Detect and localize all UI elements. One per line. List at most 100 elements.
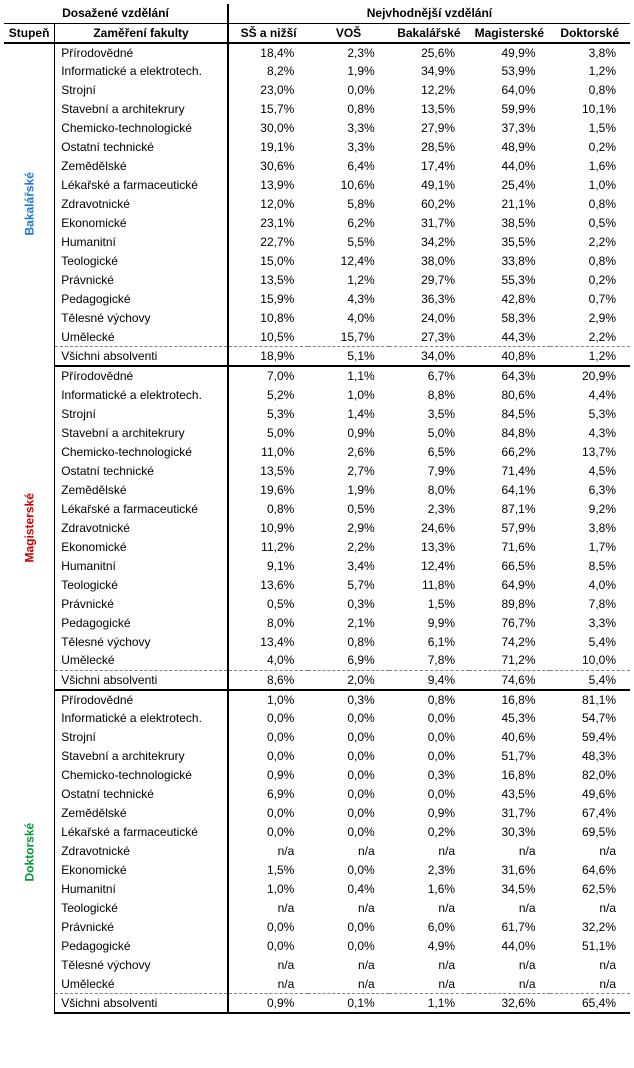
table-row: Umělecké10,5%15,7%27,3%44,3%2,2% xyxy=(4,328,630,347)
value-cell: 0,0% xyxy=(228,937,308,956)
value-cell: n/a xyxy=(228,956,308,975)
value-cell: 2,3% xyxy=(389,499,469,518)
value-cell: 57,9% xyxy=(469,518,549,537)
value-cell: 0,9% xyxy=(228,766,308,785)
value-cell: 4,3% xyxy=(550,423,630,442)
value-cell: 61,7% xyxy=(469,918,549,937)
value-cell: 0,0% xyxy=(389,728,469,747)
header-dosazene: Dosažené vzdělání xyxy=(4,4,228,23)
value-cell: 0,0% xyxy=(228,823,308,842)
table-row: Zdravotnickén/an/an/an/an/a xyxy=(4,842,630,861)
value-cell: 31,7% xyxy=(469,804,549,823)
summary-value: 0,9% xyxy=(228,994,308,1014)
value-cell: 2,3% xyxy=(389,861,469,880)
value-cell: 0,0% xyxy=(308,728,388,747)
value-cell: 6,9% xyxy=(228,785,308,804)
value-cell: 8,2% xyxy=(228,62,308,81)
value-cell: 13,3% xyxy=(389,537,469,556)
value-cell: n/a xyxy=(389,842,469,861)
summary-value: 1,1% xyxy=(389,994,469,1014)
value-cell: 1,4% xyxy=(308,404,388,423)
header-stupen: Stupeň xyxy=(4,23,55,43)
value-cell: 10,5% xyxy=(228,328,308,347)
faculty-name: Teologické xyxy=(55,575,228,594)
value-cell: 71,2% xyxy=(469,651,549,670)
value-cell: 27,9% xyxy=(389,119,469,138)
value-cell: 6,1% xyxy=(389,632,469,651)
faculty-name: Humanitní xyxy=(55,233,228,252)
value-cell: 55,3% xyxy=(469,271,549,290)
value-cell: 1,0% xyxy=(308,385,388,404)
section-label: Doktorské xyxy=(4,690,55,1014)
faculty-name: Informatické a elektrotech. xyxy=(55,62,228,81)
value-cell: n/a xyxy=(389,899,469,918)
value-cell: 2,9% xyxy=(308,518,388,537)
value-cell: 2,2% xyxy=(308,537,388,556)
education-table: Dosažené vzdělání Nejvhodnější vzdělání … xyxy=(4,4,630,1014)
value-cell: 8,0% xyxy=(389,480,469,499)
value-cell: 34,2% xyxy=(389,233,469,252)
value-cell: 67,4% xyxy=(550,804,630,823)
value-cell: 44,0% xyxy=(469,937,549,956)
value-cell: 64,3% xyxy=(469,366,549,385)
value-cell: 2,1% xyxy=(308,613,388,632)
value-cell: 16,8% xyxy=(469,690,549,709)
value-cell: 84,8% xyxy=(469,423,549,442)
value-cell: 29,7% xyxy=(389,271,469,290)
summary-value: 9,4% xyxy=(389,670,469,690)
header-col-0: SŠ a nižší xyxy=(228,23,308,43)
section-label: Bakalářské xyxy=(4,43,55,367)
summary-label: Všichni absolventi xyxy=(55,994,228,1014)
summary-value: 5,4% xyxy=(550,670,630,690)
value-cell: 0,0% xyxy=(389,747,469,766)
table-row: Lékařské a farmaceutické13,9%10,6%49,1%2… xyxy=(4,176,630,195)
value-cell: n/a xyxy=(228,899,308,918)
value-cell: 0,2% xyxy=(550,138,630,157)
value-cell: 0,8% xyxy=(389,690,469,709)
summary-value: 65,4% xyxy=(550,994,630,1014)
value-cell: n/a xyxy=(469,975,549,994)
value-cell: 30,6% xyxy=(228,157,308,176)
table-row: Strojní0,0%0,0%0,0%40,6%59,4% xyxy=(4,728,630,747)
table-row: Zdravotnické12,0%5,8%60,2%21,1%0,8% xyxy=(4,195,630,214)
value-cell: 34,5% xyxy=(469,880,549,899)
value-cell: n/a xyxy=(469,956,549,975)
value-cell: 7,0% xyxy=(228,366,308,385)
value-cell: 1,7% xyxy=(550,537,630,556)
summary-row: Všichni absolventi8,6%2,0%9,4%74,6%5,4% xyxy=(4,670,630,690)
header-col-2: Bakalářské xyxy=(389,23,469,43)
value-cell: 6,7% xyxy=(389,366,469,385)
value-cell: 0,0% xyxy=(308,823,388,842)
value-cell: 51,7% xyxy=(469,747,549,766)
value-cell: 12,4% xyxy=(308,252,388,271)
value-cell: 12,2% xyxy=(389,81,469,100)
value-cell: 0,8% xyxy=(228,499,308,518)
value-cell: 0,0% xyxy=(228,804,308,823)
table-row: Uměleckén/an/an/an/an/a xyxy=(4,975,630,994)
summary-value: 18,9% xyxy=(228,347,308,367)
value-cell: 2,6% xyxy=(308,442,388,461)
value-cell: 0,0% xyxy=(308,747,388,766)
summary-value: 8,6% xyxy=(228,670,308,690)
faculty-name: Informatické a elektrotech. xyxy=(55,709,228,728)
summary-value: 0,1% xyxy=(308,994,388,1014)
value-cell: 42,8% xyxy=(469,290,549,309)
value-cell: 1,5% xyxy=(389,594,469,613)
value-cell: 23,0% xyxy=(228,81,308,100)
summary-value: 5,1% xyxy=(308,347,388,367)
faculty-name: Strojní xyxy=(55,81,228,100)
summary-value: 32,6% xyxy=(469,994,549,1014)
value-cell: 43,5% xyxy=(469,785,549,804)
faculty-name: Zdravotnické xyxy=(55,842,228,861)
value-cell: 64,0% xyxy=(469,81,549,100)
faculty-name: Zemědělské xyxy=(55,480,228,499)
value-cell: 59,4% xyxy=(550,728,630,747)
value-cell: 0,5% xyxy=(550,214,630,233)
value-cell: 3,8% xyxy=(550,43,630,62)
value-cell: 53,9% xyxy=(469,62,549,81)
table-row: Strojní23,0%0,0%12,2%64,0%0,8% xyxy=(4,81,630,100)
summary-value: 2,0% xyxy=(308,670,388,690)
table-row: Právnické13,5%1,2%29,7%55,3%0,2% xyxy=(4,271,630,290)
summary-value: 34,0% xyxy=(389,347,469,367)
faculty-name: Strojní xyxy=(55,728,228,747)
